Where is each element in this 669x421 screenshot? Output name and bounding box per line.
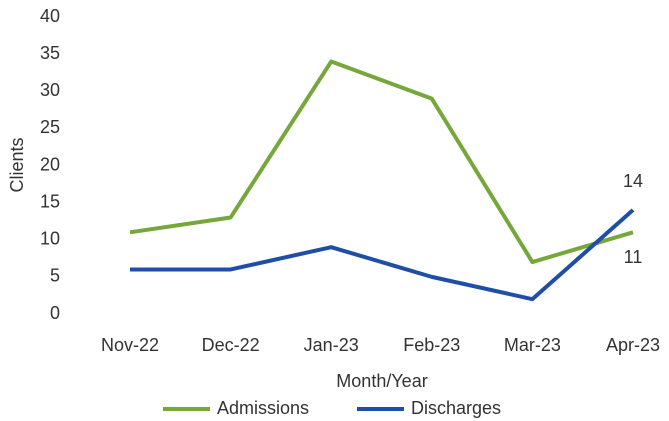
y-tick-label: 15: [40, 191, 60, 211]
y-tick-label: 5: [50, 266, 60, 286]
y-tick-label: 35: [40, 43, 60, 63]
data-label: 14: [623, 171, 643, 191]
x-tick-label: Mar-23: [504, 335, 561, 355]
y-tick-label: 0: [50, 303, 60, 323]
y-tick-label: 10: [40, 229, 60, 249]
y-tick-label: 30: [40, 80, 60, 100]
y-axis-title: Clients: [7, 137, 27, 192]
legend-label: Discharges: [411, 398, 501, 418]
y-tick-label: 20: [40, 154, 60, 174]
data-line: [129, 59, 634, 265]
data-label: 11: [624, 247, 643, 267]
x-axis-title: Month/Year: [336, 371, 427, 391]
x-tick-label: Feb-23: [403, 335, 460, 355]
legend-label: Admissions: [217, 398, 309, 418]
data-line: [130, 208, 635, 302]
x-tick-label: Jan-23: [304, 335, 359, 355]
y-tick-label: 25: [40, 117, 60, 137]
x-tick-label: Apr-23: [606, 335, 660, 355]
y-tick-label: 40: [40, 6, 60, 26]
x-tick-label: Dec-22: [202, 335, 260, 355]
x-tick-label: Nov-22: [101, 335, 159, 355]
